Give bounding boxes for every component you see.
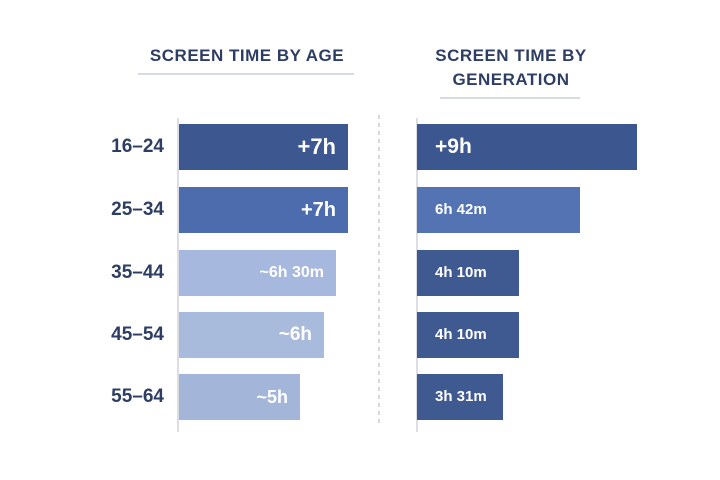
generation-bar: 4h 10m (417, 312, 519, 358)
age-bar: +7h (179, 187, 348, 233)
chart-title-age: SCREEN TIME BY AGE (149, 46, 345, 65)
title-underline-age (138, 73, 354, 75)
age-bar: ~5h (179, 374, 300, 420)
category-label: 45–54 (111, 324, 164, 345)
bar-value-label: 4h 10m (435, 326, 487, 343)
bar-value-label: ~6h 30m (259, 264, 324, 281)
title-underline-generation (440, 97, 580, 99)
bar-value-label: +9h (435, 135, 472, 158)
bar-value-label: 3h 31m (435, 388, 487, 405)
bar-value-label: ~5h (256, 387, 288, 407)
generation-bar: 3h 31m (417, 374, 503, 420)
generation-bar: 4h 10m (417, 250, 519, 296)
category-label: 25–34 (111, 199, 164, 220)
bar-value-label: 4h 10m (435, 264, 487, 281)
category-label: 35–44 (111, 262, 164, 283)
age-bar: ~6h 30m (179, 250, 336, 296)
bar-value-label: +7h (300, 199, 336, 221)
chart-title-generation: SCREEN TIME BY GENERATION (435, 46, 587, 89)
generation-bar: 6h 42m (417, 187, 580, 233)
category-label: 16–24 (111, 136, 164, 157)
bar-value-label: 6h 42m (435, 201, 487, 218)
generation-bar: +9h (417, 124, 637, 170)
category-label: 55–64 (111, 386, 164, 407)
age-bar: +7h (179, 124, 348, 170)
bar-value-label: ~6h (278, 324, 312, 345)
age-bar: ~6h (179, 312, 324, 358)
bar-value-label: +7h (297, 134, 336, 159)
